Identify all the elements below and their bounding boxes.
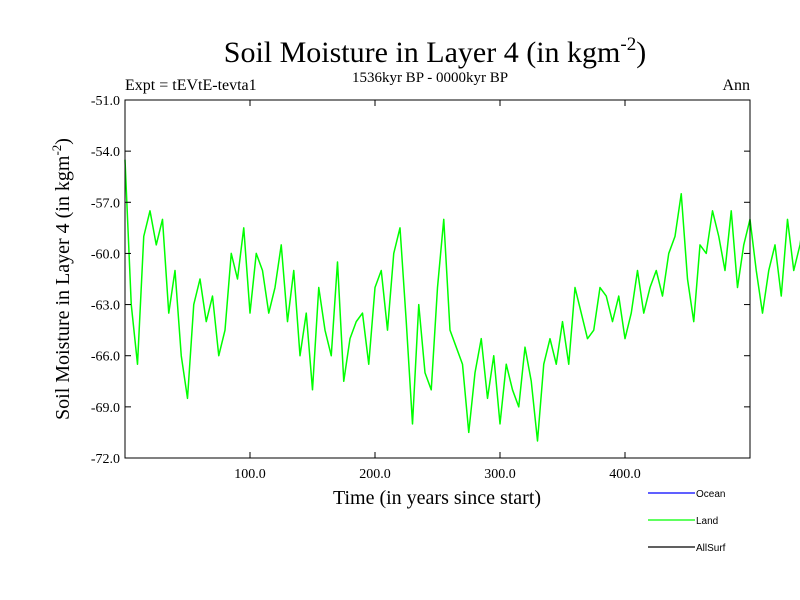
chart-title-text: Soil Moisture in Layer 4 (in kgm — [224, 36, 621, 69]
y-tick-label: -69.0 — [91, 401, 120, 416]
y-tick-label: -66.0 — [91, 350, 120, 365]
x-axis-label: Time (in years since start) — [333, 487, 541, 509]
chart-title-superscript: -2 — [620, 34, 636, 55]
x-tick-label: 300.0 — [484, 467, 516, 482]
legend-label-ocean: Ocean — [696, 489, 725, 500]
chart-title: Soil Moisture in Layer 4 (in kgm-2) — [224, 34, 646, 69]
series-line-land — [124, 159, 800, 442]
y-tick-label: -57.0 — [91, 196, 120, 211]
plot-frame — [124, 99, 751, 459]
y-axis-label: Soil Moisture in Layer 4 (in kgm-2) — [49, 138, 74, 420]
y-axis: -51.0 -54.0 -57.0 -60.0 -63.0 -66.0 -69.0 -72.0 — [91, 94, 750, 467]
y-tick-label: -51.0 — [91, 94, 120, 109]
chart-title-close: ) — [636, 36, 646, 69]
x-axis: 100.0 200.0 300.0 400.0 — [234, 100, 641, 482]
x-tick-label: 200.0 — [359, 467, 391, 482]
season-label: Ann — [722, 77, 750, 94]
x-tick-label: 100.0 — [234, 467, 266, 482]
legend: Ocean Land AllSurf — [648, 489, 726, 554]
y-tick-label: -54.0 — [91, 145, 120, 160]
y-axis-label-superscript: -2 — [49, 145, 64, 156]
legend-label-allsurf: AllSurf — [696, 543, 726, 554]
y-axis-label-close: ) — [52, 138, 74, 145]
y-tick-label: -60.0 — [91, 247, 120, 262]
series-layer — [124, 159, 800, 442]
experiment-label: Expt = tEVtE-tevta1 — [125, 77, 257, 94]
y-tick-label: -72.0 — [91, 452, 120, 467]
x-tick-label: 400.0 — [609, 467, 641, 482]
legend-label-land: Land — [696, 516, 718, 527]
y-axis-label-text: Soil Moisture in Layer 4 (in kgm — [52, 155, 74, 420]
chart-subtitle: 1536kyr BP - 0000kyr BP — [352, 70, 508, 86]
y-tick-label: -63.0 — [91, 299, 120, 314]
